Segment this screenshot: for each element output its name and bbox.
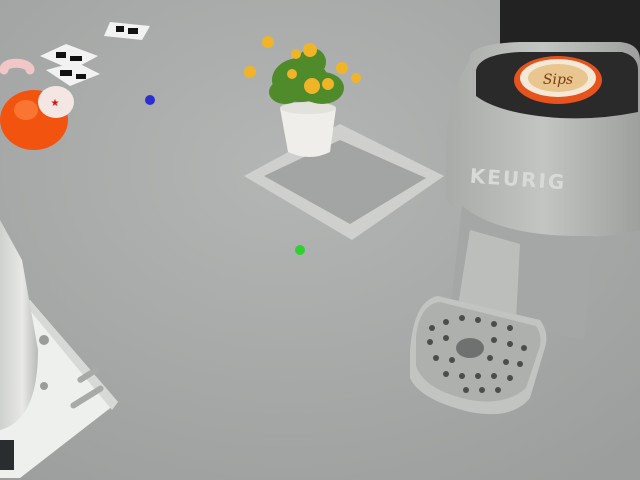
watering-can: ★ [0, 58, 74, 150]
green-marker-dot [295, 245, 305, 255]
pod-label: Sips [543, 72, 573, 88]
fiducial-tags [40, 22, 150, 86]
svg-text:★: ★ [51, 98, 60, 109]
potted-flower [244, 36, 361, 157]
robot-arm-base [0, 220, 118, 478]
drip-tray-holes [427, 315, 527, 393]
coffee-machine: Sips KEURIG [410, 0, 640, 415]
blue-marker-dot [145, 95, 155, 105]
